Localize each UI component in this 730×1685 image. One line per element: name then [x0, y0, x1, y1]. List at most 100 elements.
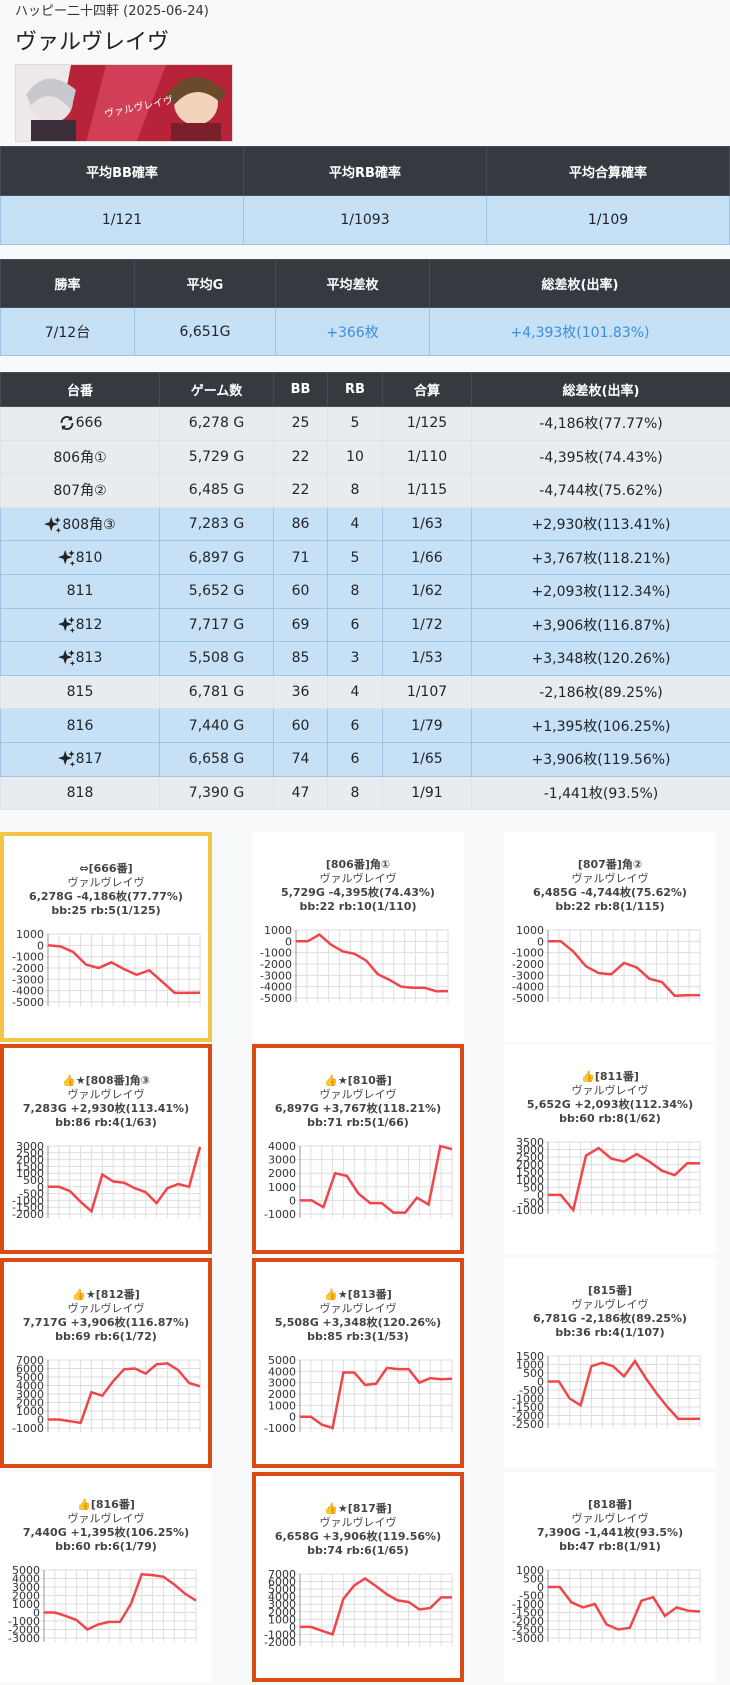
- cell-total: 1/125: [382, 406, 472, 441]
- table-row[interactable]: 666 6,278 G 25 5 1/125 -4,186枚(77.77%): [0, 406, 730, 441]
- y-tick-label: 1500: [516, 1352, 544, 1363]
- series-line: [300, 1144, 453, 1214]
- slump-card[interactable]: [806番]角① ヴァルヴレイヴ 5,729G -4,395枚(74.43%) bb:…: [252, 832, 464, 1042]
- cell-id: 812: [0, 607, 160, 643]
- cell-games: 6,897 G: [159, 540, 274, 575]
- cell-text: 7,390 G: [188, 784, 245, 801]
- cell-rb: 6: [327, 607, 383, 643]
- chart-title: 👍★[813番]: [324, 1288, 392, 1301]
- cell-games: 7,440 G: [159, 708, 274, 743]
- table-row[interactable]: 815 6,781 G 36 4 1/107 -2,186枚(89.25%): [0, 674, 730, 710]
- cell-diff: +3,767枚(118.21%): [471, 540, 730, 575]
- cell-rb: 8: [327, 573, 383, 609]
- sparkle-icon: [57, 751, 76, 768]
- cell-text: 5: [350, 549, 360, 566]
- chart-title: 👍★[808番]角③: [62, 1074, 150, 1087]
- cell-text: 813: [75, 650, 103, 667]
- cell-text: +1,395枚(106.25%): [531, 718, 671, 735]
- cell-rb: 8: [327, 775, 383, 811]
- chart-title: 👍[816番]: [77, 1498, 135, 1511]
- cell-text: 7,440 G: [188, 717, 245, 734]
- y-tick-label: -3000: [260, 969, 292, 982]
- chart-subtitle: 6,897G +3,767枚(118.21%): [274, 1102, 442, 1115]
- y-tick-label: -1000: [264, 1208, 296, 1221]
- y-tick-label: 2000: [16, 1397, 44, 1410]
- chart-subtitle: bb:86 rb:4(1/63): [55, 1116, 157, 1129]
- table-row[interactable]: 816 7,440 G 60 6 1/79 +1,395枚(106.25%): [0, 708, 730, 743]
- y-tick-label: -2000: [12, 962, 44, 975]
- y-tick-label: -1000: [264, 1422, 296, 1435]
- cell-text: 1/115: [406, 482, 448, 499]
- cell-id: 813: [0, 641, 160, 676]
- chart-subtitle: ヴァルヴレイヴ: [319, 1302, 397, 1315]
- y-tick-label: 5000: [268, 1356, 296, 1367]
- chart-subtitle: ヴァルヴレイヴ: [319, 1088, 397, 1101]
- table-row[interactable]: 808角③ 7,283 G 86 4 1/63 +2,930枚(113.41%): [0, 506, 730, 542]
- y-tick-label: -4000: [12, 985, 44, 998]
- y-tick-label: 0: [285, 935, 292, 948]
- slump-card[interactable]: 👍[811番] ヴァルヴレイヴ 5,652G +2,093枚(112.34%) bb:…: [504, 1044, 716, 1254]
- y-tick-label: 2500: [516, 1151, 544, 1164]
- chart-title: [807番]角②: [577, 858, 643, 871]
- table-row[interactable]: 817 6,658 G 74 6 1/65 +3,906枚(119.56%): [0, 741, 730, 777]
- table-row[interactable]: 812 7,717 G 69 6 1/72 +3,906枚(116.87%): [0, 607, 730, 643]
- slump-card[interactable]: 👍[816番] ヴァルヴレイヴ 7,440G +1,395枚(106.25%) bb:…: [0, 1472, 212, 1682]
- slump-card[interactable]: ⇔[666番] ヴァルヴレイヴ 6,278G -4,186枚(77.77%) bb:2…: [0, 832, 212, 1042]
- slump-card[interactable]: [807番]角② ヴァルヴレイヴ 6,485G -4,744枚(75.62%) bb:…: [504, 832, 716, 1042]
- series-line: [300, 1577, 452, 1636]
- hall-date: ハッピー二十四軒 (2025-06-24): [15, 4, 209, 19]
- slump-card[interactable]: 👍★[813番] ヴァルヴレイヴ 5,508G +3,348枚(120.26%) bb…: [252, 1258, 464, 1468]
- cell-total: 1/72: [382, 607, 472, 643]
- avg-total-prob: 1/109: [486, 195, 730, 245]
- y-tick-label: -2000: [260, 958, 292, 971]
- chart-subtitle: ヴァルヴレイヴ: [319, 1516, 397, 1529]
- cell-bb: 74: [273, 741, 328, 777]
- y-tick-label: 0: [289, 1411, 296, 1424]
- cell-text: 60: [291, 717, 310, 734]
- y-tick-label: 6000: [268, 1576, 296, 1589]
- slump-card[interactable]: 👍★[817番] ヴァルヴレイヴ 6,658G +3,906枚(119.56%) bb…: [252, 1472, 464, 1682]
- cell-text: 817: [75, 751, 103, 768]
- col-header: 平均合算確率: [486, 146, 730, 196]
- series-line: [48, 1362, 201, 1425]
- cell-text: +3,767枚(118.21%): [531, 550, 671, 567]
- avg-games: 6,651G: [134, 307, 276, 356]
- y-tick-label: 0: [537, 1189, 544, 1202]
- table-row[interactable]: 811 5,652 G 60 8 1/62 +2,093枚(112.34%): [0, 573, 730, 609]
- table-row[interactable]: 807角② 6,485 G 22 8 1/115 -4,744枚(75.62%): [0, 473, 730, 508]
- table-row[interactable]: 806角① 5,729 G 22 10 1/110 -4,395枚(74.43%): [0, 439, 730, 475]
- total-diff: +4,393枚(101.83%): [429, 307, 730, 356]
- y-tick-label: 7000: [268, 1570, 296, 1581]
- cell-text: 25: [291, 415, 310, 432]
- slump-card[interactable]: 👍★[812番] ヴァルヴレイヴ 7,717G +3,906枚(116.87%) bb…: [0, 1258, 212, 1468]
- chart-subtitle: 6,485G -4,744枚(75.62%): [533, 886, 687, 899]
- cell-text: -4,744枚(75.62%): [539, 483, 663, 500]
- table-row[interactable]: 813 5,508 G 85 3 1/53 +3,348枚(120.26%): [0, 641, 730, 676]
- cell-text: +2,093枚(112.34%): [531, 584, 671, 601]
- cell-text: 6: [350, 616, 360, 633]
- slump-card[interactable]: [818番] ヴァルヴレイヴ 7,390G -1,441枚(93.5%) bb:47 …: [504, 1472, 716, 1682]
- y-tick-label: 5000: [12, 1566, 40, 1577]
- slump-card[interactable]: 👍★[810番] ヴァルヴレイヴ 6,897G +3,767枚(118.21%) bb…: [252, 1044, 464, 1254]
- y-tick-label: -1500: [12, 1201, 44, 1214]
- y-tick-label: 3000: [12, 1581, 40, 1594]
- y-tick-label: 1000: [16, 1167, 44, 1180]
- table-row[interactable]: 810 6,897 G 71 5 1/66 +3,767枚(118.21%): [0, 540, 730, 575]
- avg-diff: +366枚: [275, 307, 430, 356]
- cell-id: 816: [0, 708, 160, 743]
- chart-subtitle: ヴァルヴレイヴ: [67, 1512, 145, 1525]
- y-tick-label: 7000: [16, 1356, 44, 1367]
- y-tick-label: -1000: [512, 1204, 544, 1217]
- slump-card[interactable]: [815番] ヴァルヴレイヴ 6,781G -2,186枚(89.25%) bb:36…: [504, 1258, 716, 1468]
- table-row[interactable]: 818 7,390 G 47 8 1/91 -1,441枚(93.5%): [0, 775, 730, 811]
- cell-text: 811: [66, 583, 94, 600]
- cell-games: 7,390 G: [159, 775, 274, 811]
- y-tick-label: 2000: [516, 1159, 544, 1172]
- cell-games: 5,729 G: [159, 439, 274, 475]
- sparkle-icon: [44, 516, 62, 534]
- slump-card[interactable]: 👍★[808番]角③ ヴァルヴレイヴ 7,283G +2,930枚(113.41%)…: [0, 1044, 212, 1254]
